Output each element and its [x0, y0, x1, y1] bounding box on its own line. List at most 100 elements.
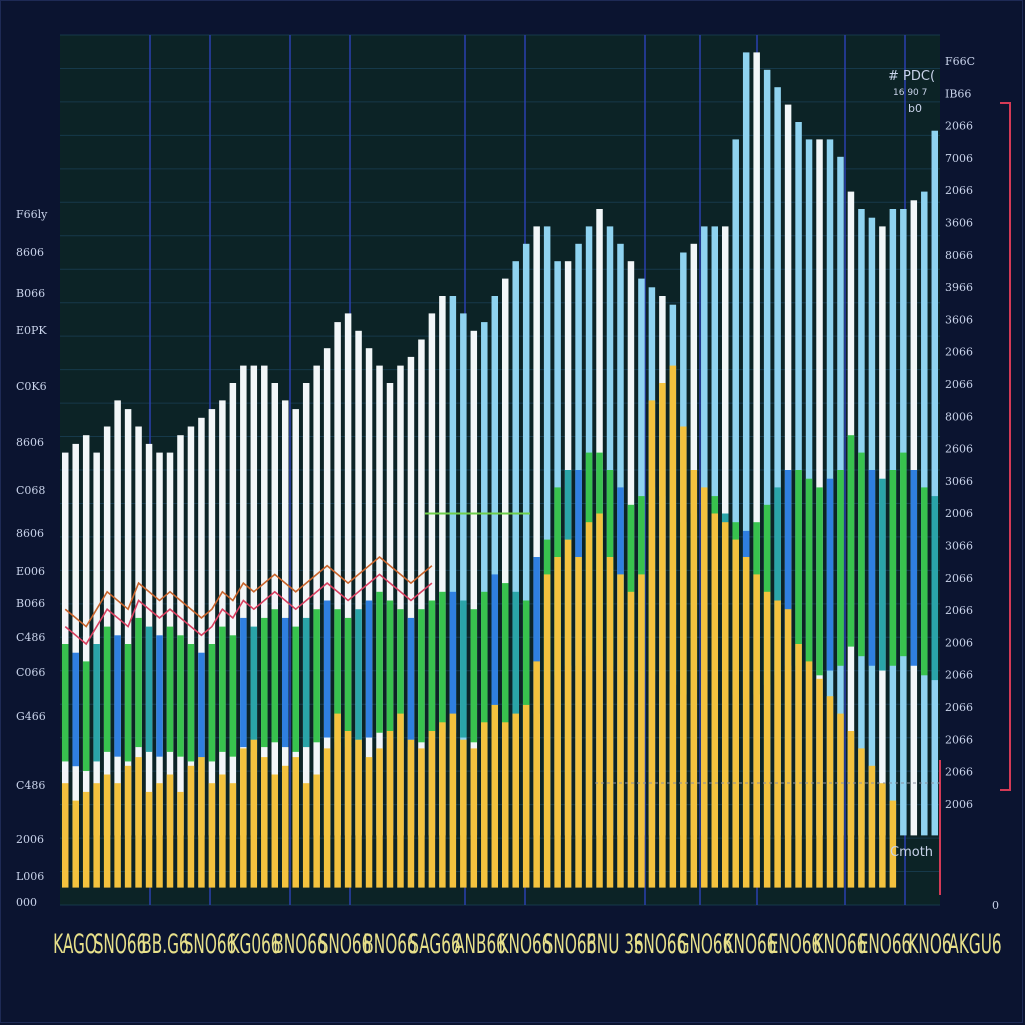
- bar-yellow: [240, 748, 247, 888]
- bar-green: [428, 600, 436, 738]
- bar-green: [921, 487, 928, 676]
- y-tick-left-label: 8606: [16, 527, 44, 540]
- bar-yellow: [439, 722, 446, 888]
- bar-yellow: [858, 748, 865, 888]
- bar-white: [187, 426, 195, 836]
- y-tick-left-label: 2006: [16, 833, 44, 846]
- bar-white: [124, 409, 132, 836]
- bar-green: [103, 626, 111, 752]
- bar-green: [344, 617, 352, 748]
- bar-green: [313, 609, 320, 743]
- y-tick-left-label: C0K6: [16, 380, 47, 393]
- y-tick-right-label: 8066: [945, 249, 973, 262]
- bar-yellow: [271, 774, 279, 888]
- bar-green: [795, 470, 802, 666]
- bar-white: [292, 409, 299, 836]
- bar-yellow: [627, 591, 635, 888]
- bar-yellow: [638, 574, 645, 888]
- y-tick-right-label: 0: [992, 899, 999, 912]
- y-tick-right-label: F66C: [945, 55, 975, 68]
- x-tick-label: SNO66: [544, 929, 597, 960]
- x-tick-label: KG066: [229, 929, 280, 960]
- bar-yellow: [564, 539, 572, 888]
- bar-white: [219, 400, 226, 836]
- bar-green: [365, 600, 373, 738]
- bar-white: [512, 261, 519, 836]
- bar-yellow: [250, 739, 258, 888]
- bar-yellow: [418, 748, 425, 888]
- bar-yellow: [774, 600, 781, 888]
- bar-green: [355, 609, 362, 743]
- y-tick-right-label: 2006: [945, 507, 973, 520]
- bar-yellow: [533, 661, 540, 888]
- bar-green: [376, 591, 383, 733]
- bar-yellow: [114, 783, 121, 888]
- y-tick-right-label: 2006: [945, 798, 973, 811]
- bar-yellow: [449, 713, 457, 888]
- bar-yellow: [837, 713, 844, 888]
- bar-yellow: [669, 365, 677, 888]
- bar-green: [271, 609, 279, 743]
- bar-white: [439, 296, 446, 836]
- bar-yellow: [198, 757, 205, 888]
- y-tick-left-label: C066: [16, 666, 45, 679]
- bar-yellow: [145, 791, 153, 888]
- bar-green: [145, 626, 153, 752]
- y-axis-right: F66C IB66 2066 7006 2066 3606 8066 3966 3606 2066…: [945, 55, 999, 912]
- bar-yellow: [166, 774, 174, 888]
- bar-white: [250, 365, 258, 836]
- y-tick-left-label: C486: [16, 631, 45, 644]
- bar-yellow: [302, 783, 310, 888]
- bar-green: [250, 626, 258, 752]
- legend-line-2: 16 90 7: [893, 88, 927, 98]
- x-tick-label: KNO6: [908, 929, 951, 960]
- bar-yellow: [407, 739, 415, 888]
- y-tick-right-label: 3966: [945, 281, 973, 294]
- x-tick-label: BNO66: [363, 929, 416, 960]
- y-tick-right-label: 2066: [945, 669, 973, 682]
- bar-yellow: [491, 704, 499, 888]
- y-tick-left-label: C068: [16, 484, 45, 497]
- y-axis-left: F66ly 8606 B066 E0PK C0K6 8606 C068 8606 E006 B06…: [16, 208, 48, 909]
- y-tick-right-label: 2066: [945, 733, 973, 746]
- bar-yellow: [313, 774, 320, 888]
- bar-green: [522, 600, 530, 738]
- bar-yellow: [763, 591, 771, 888]
- trend-line-red: [64, 573, 433, 646]
- bar-yellow: [648, 400, 656, 888]
- bar-green: [177, 635, 184, 757]
- x-tick-label: KNO66: [724, 929, 777, 960]
- bar-yellow: [690, 470, 698, 888]
- bar-yellow: [732, 539, 739, 888]
- bar-white: [82, 435, 90, 836]
- bar-yellow: [281, 765, 289, 888]
- x-tick-label: SNO66: [94, 929, 147, 960]
- bar-green: [900, 452, 907, 657]
- x-tick-label: AKGU6: [948, 929, 1001, 960]
- bar-white: [313, 365, 320, 836]
- bar-yellow: [208, 783, 216, 888]
- bar-green: [816, 487, 823, 676]
- bar-white: [449, 296, 457, 836]
- bar-green: [114, 635, 121, 757]
- bar-yellow: [742, 557, 750, 888]
- bar-yellow: [522, 704, 530, 888]
- bar-white: [397, 365, 404, 836]
- bar-green: [208, 644, 216, 762]
- bar-white: [365, 348, 373, 836]
- x-axis: KAGOSNO66BB.G6SNO66KG066BNO66SNO66BNO66S…: [53, 929, 1001, 960]
- x-tick-label: KNO66: [814, 929, 867, 960]
- x-tick-label: SAG66: [409, 929, 460, 960]
- bar-green: [124, 644, 132, 762]
- bar-green: [229, 635, 237, 757]
- bar-yellow: [868, 765, 876, 888]
- bar-white: [208, 409, 216, 836]
- bar-yellow: [229, 783, 237, 888]
- bar-yellow: [721, 522, 729, 888]
- bar-yellow: [344, 731, 352, 888]
- y-tick-right-label: 2606: [945, 443, 973, 456]
- bar-green: [302, 617, 310, 748]
- y-tick-left-label: 000: [16, 896, 37, 909]
- bar-yellow: [585, 522, 593, 888]
